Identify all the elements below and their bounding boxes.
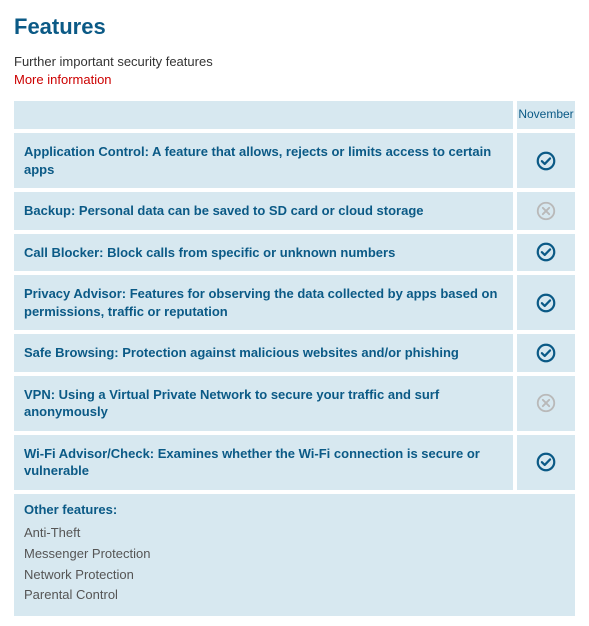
table-row: Wi-Fi Advisor/Check: Examines whether th… — [14, 435, 575, 490]
feature-description: VPN: Using a Virtual Private Network to … — [14, 376, 513, 431]
other-feature-item: Anti-Theft — [24, 523, 565, 544]
check-circle-icon — [535, 451, 557, 473]
other-features-title: Other features: — [24, 502, 565, 517]
header-desc-cell — [14, 101, 513, 129]
page-title: Features — [14, 14, 575, 40]
feature-status — [517, 192, 575, 230]
other-feature-item: Messenger Protection — [24, 544, 565, 565]
other-feature-item: Network Protection — [24, 565, 565, 586]
feature-description: Safe Browsing: Protection against malici… — [14, 334, 513, 372]
feature-status — [517, 133, 575, 188]
other-feature-item: Parental Control — [24, 585, 565, 606]
feature-description: Privacy Advisor: Features for observing … — [14, 275, 513, 330]
feature-description: Call Blocker: Block calls from specific … — [14, 234, 513, 272]
feature-description: Backup: Personal data can be saved to SD… — [14, 192, 513, 230]
more-information-link[interactable]: More information — [14, 72, 112, 87]
feature-description: Wi-Fi Advisor/Check: Examines whether th… — [14, 435, 513, 490]
subtitle-text: Further important security features — [14, 54, 575, 69]
header-month-cell: November — [517, 101, 575, 129]
feature-status — [517, 234, 575, 272]
check-circle-icon — [535, 150, 557, 172]
x-circle-icon — [535, 200, 557, 222]
features-table: November Application Control: A feature … — [14, 101, 575, 616]
feature-description: Application Control: A feature that allo… — [14, 133, 513, 188]
other-features-block: Other features: Anti-TheftMessenger Prot… — [14, 494, 575, 616]
feature-status — [517, 334, 575, 372]
table-row: VPN: Using a Virtual Private Network to … — [14, 376, 575, 431]
feature-status — [517, 275, 575, 330]
feature-status — [517, 435, 575, 490]
check-circle-icon — [535, 342, 557, 364]
table-row: Backup: Personal data can be saved to SD… — [14, 192, 575, 230]
check-circle-icon — [535, 292, 557, 314]
table-row: Safe Browsing: Protection against malici… — [14, 334, 575, 372]
table-row: Application Control: A feature that allo… — [14, 133, 575, 188]
feature-status — [517, 376, 575, 431]
table-row: Call Blocker: Block calls from specific … — [14, 234, 575, 272]
x-circle-icon — [535, 392, 557, 414]
table-row: Privacy Advisor: Features for observing … — [14, 275, 575, 330]
check-circle-icon — [535, 241, 557, 263]
table-header-row: November — [14, 101, 575, 129]
